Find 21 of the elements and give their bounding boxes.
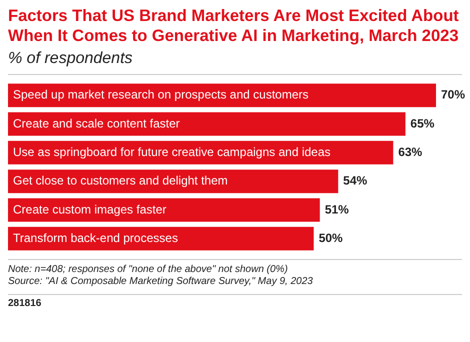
y-tick-label: Use as springboard for future creative campaigns and ideas — [13, 144, 331, 159]
text: Note: n=408; responses of "none of the above" not shown (0%) — [8, 264, 289, 276]
bar — [8, 226, 314, 250]
data-label: 65% — [410, 116, 435, 130]
data-label: 54% — [343, 174, 368, 188]
chart-title: Factors That US Brand Marketers Are Most Excited About When It Comes to Generative AI in Marketing, March 2023 — [8, 6, 460, 46]
text: 281816 — [8, 294, 462, 309]
data-label: 63% — [398, 144, 423, 159]
y-tick-label: Create custom images faster — [13, 202, 166, 216]
y-tick-label: Speed up market research on prospects and customers — [13, 88, 308, 102]
bar — [8, 198, 320, 222]
y-tick-label: Create and scale content faster — [13, 116, 180, 130]
bar — [8, 170, 338, 194]
y-tick-label: Transform back-end processes — [13, 230, 178, 245]
bar — [8, 112, 406, 136]
source-note: Source: "AI & Composable Marketing Software Survey," May 9, 2023 — [8, 276, 314, 288]
chart-subtitle: % of respondents — [8, 48, 462, 75]
data-label: 50% — [318, 230, 344, 245]
data-label: 51% — [324, 202, 350, 216]
data-label: 70% — [441, 88, 466, 102]
y-tick-label: Get close to customers and delight them — [13, 174, 228, 188]
